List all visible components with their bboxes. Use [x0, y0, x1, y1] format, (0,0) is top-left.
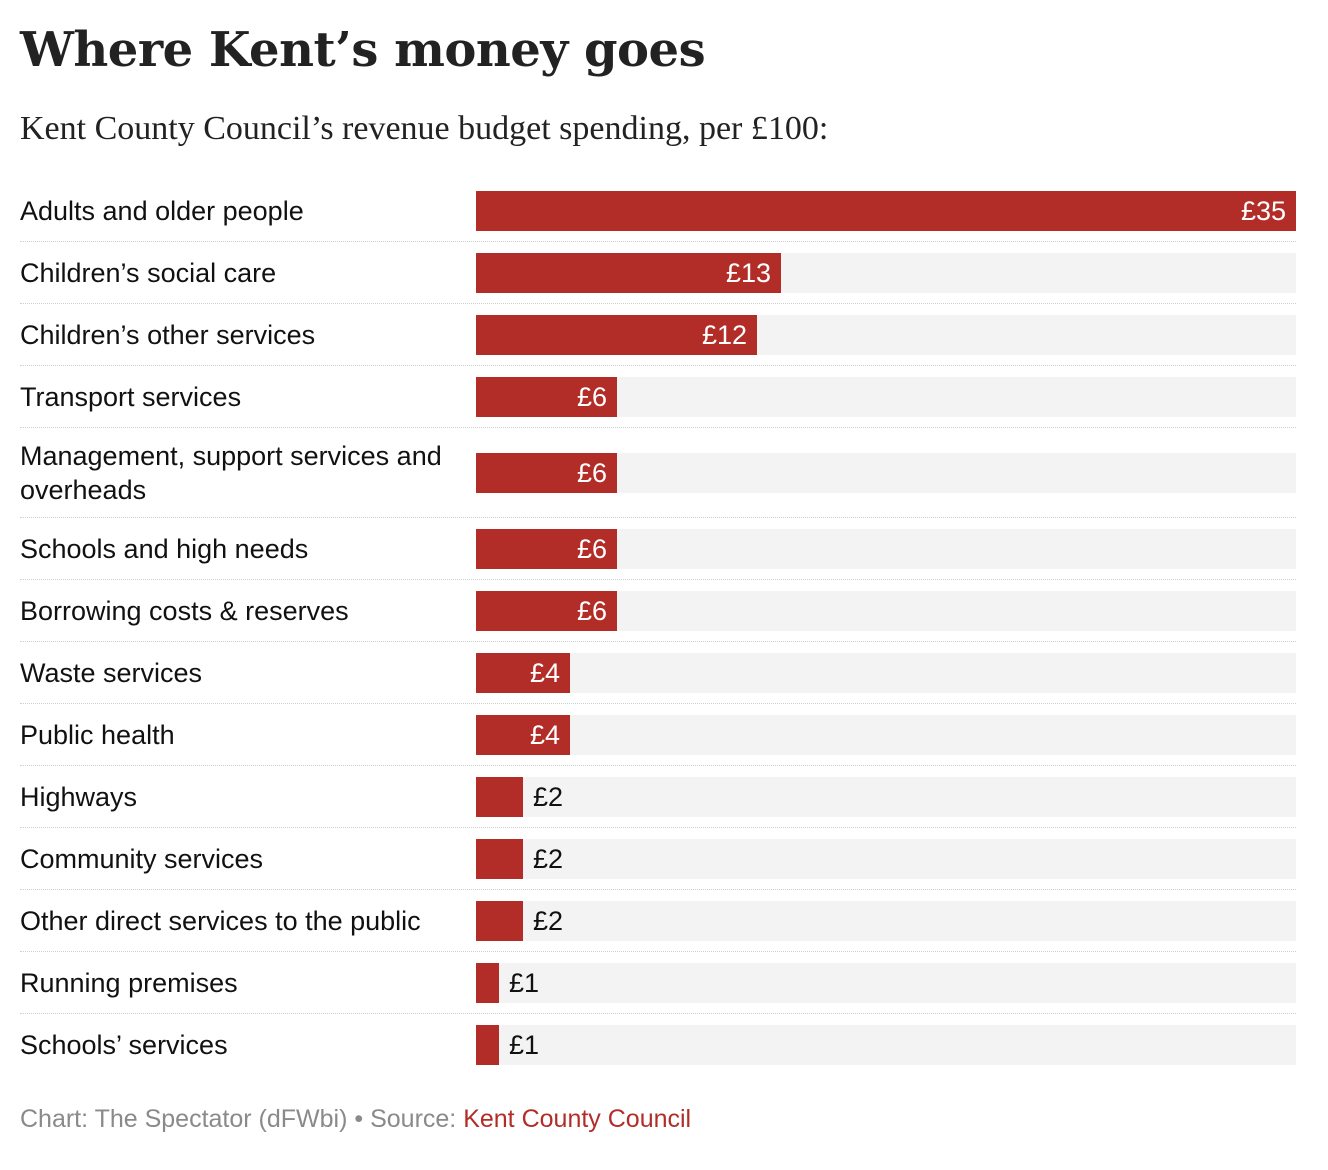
bar-row: Schools and high needs £6	[20, 518, 1296, 580]
category-label: Borrowing costs & reserves	[20, 595, 349, 626]
bar-track: £13	[476, 252, 1296, 293]
bar-track: £6	[476, 376, 1296, 417]
category-label: Running premises	[20, 967, 238, 998]
category-label: Children’s social care	[20, 257, 277, 288]
bar-row: Transport services £6	[20, 366, 1296, 428]
category-label: Waste services	[20, 657, 203, 688]
bar-row: Running premises £1	[20, 952, 1296, 1014]
footer-separator: •	[347, 1105, 371, 1133]
bar-chart: Adults and older people £35 Children’s soc…	[20, 180, 1296, 1076]
category-label: Management, support services and overhea…	[20, 440, 442, 505]
value-label: £4	[529, 719, 560, 750]
bar	[476, 838, 523, 879]
bar	[476, 962, 499, 1003]
category-label: Community services	[20, 843, 264, 874]
bar	[476, 590, 617, 631]
value-label: £12	[701, 319, 747, 350]
bar-track: £2	[476, 838, 1296, 879]
bar	[476, 528, 617, 569]
bar-track: £6	[476, 590, 1296, 631]
category-label: Other direct services to the public	[20, 905, 421, 936]
bar-track: £12	[476, 314, 1296, 355]
value-label: £1	[509, 1030, 540, 1060]
category-label: Children’s other services	[20, 319, 316, 350]
source-link[interactable]: Kent County Council	[463, 1105, 692, 1133]
category-label: Public health	[20, 719, 175, 750]
value-label: £1	[509, 967, 540, 998]
bar	[476, 776, 523, 817]
value-label: £2	[533, 843, 564, 874]
bar-row: Children’s social care £13	[20, 242, 1296, 304]
bar-row: Children’s other services £12	[20, 304, 1296, 366]
bar-track: £1	[476, 1025, 1296, 1065]
chart-credit: Chart: The Spectator (dFWbi)	[20, 1105, 348, 1133]
bar-track: £6	[476, 528, 1296, 569]
bar	[476, 190, 1296, 231]
value-label: £6	[576, 533, 607, 564]
category-label: Adults and older people	[20, 195, 304, 226]
bar	[476, 376, 617, 417]
bar-row: Highways £2	[20, 766, 1296, 828]
bar	[476, 714, 570, 755]
bar	[476, 252, 781, 293]
bar	[476, 652, 570, 693]
value-label: £6	[576, 381, 607, 412]
value-label: £35	[1240, 195, 1286, 226]
category-label: Schools’ services	[20, 1030, 228, 1060]
value-label: £4	[529, 657, 560, 688]
bar-track: £6	[476, 452, 1296, 493]
bar	[476, 452, 617, 493]
bar-row: Waste services £4	[20, 642, 1296, 704]
value-label: £2	[533, 781, 564, 812]
bar	[476, 1025, 499, 1065]
bar-track: £4	[476, 652, 1296, 693]
chart-title: Where Kent’s money goes	[20, 22, 706, 78]
value-label: £2	[533, 905, 564, 936]
category-label: Transport services	[20, 381, 242, 412]
chart-footer: Chart: The Spectator (dFWbi) • Source: K…	[20, 1102, 691, 1136]
bar-track: £1	[476, 962, 1296, 1003]
bar-row: Management, support services and overhea…	[20, 428, 1296, 518]
bar-track: £2	[476, 900, 1296, 941]
bar-row: Adults and older people £35	[20, 180, 1296, 242]
bar-track: £4	[476, 714, 1296, 755]
bar-track: £35	[476, 190, 1296, 231]
bar-row: Schools’ services £1	[20, 1014, 1296, 1076]
bar	[476, 314, 757, 355]
bar-row: Public health £4	[20, 704, 1296, 766]
value-label: £13	[725, 257, 771, 288]
category-label: Schools and high needs	[20, 533, 309, 564]
chart-subtitle: Kent County Council’s revenue budget spe…	[20, 110, 829, 147]
bar-row: Other direct services to the public £2	[20, 890, 1296, 952]
category-label: Highways	[20, 781, 138, 812]
bar-track: £2	[476, 776, 1296, 817]
bar	[476, 900, 523, 941]
value-label: £6	[576, 595, 607, 626]
value-label: £6	[576, 457, 607, 488]
bar-row: Community services £2	[20, 828, 1296, 890]
bar-row: Borrowing costs & reserves £6	[20, 580, 1296, 642]
source-label: Source:	[370, 1105, 464, 1133]
